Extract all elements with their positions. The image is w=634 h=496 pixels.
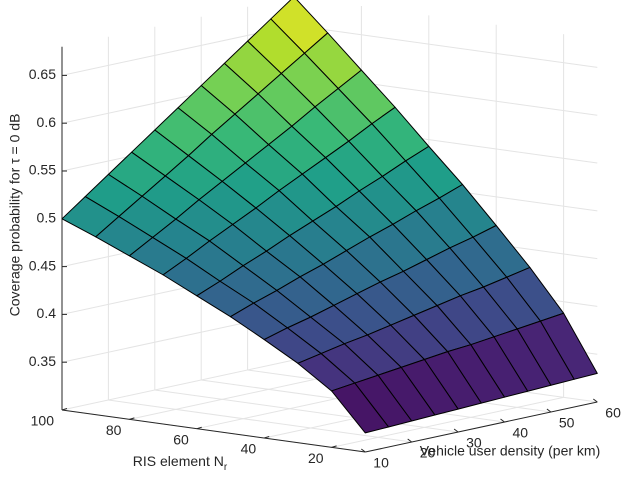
z-tick-label: 0.5 xyxy=(37,210,57,226)
x-tick xyxy=(360,448,366,453)
y-axis-label: RIS element Nr xyxy=(133,453,228,473)
z-axis-label: Coverage probability for τ = 0 dB xyxy=(7,114,23,317)
y-tick xyxy=(129,417,135,420)
y-tick-label: 20 xyxy=(308,450,324,466)
z-tick-label: 0.65 xyxy=(29,66,56,82)
y-grid-line xyxy=(61,359,295,411)
z-grid-line xyxy=(293,24,598,68)
x-tick xyxy=(592,398,598,403)
x-tick-label: 20 xyxy=(420,445,436,461)
x-tick-label: 50 xyxy=(559,415,575,431)
y-tick-label: 100 xyxy=(31,413,55,429)
z-tick-label: 0.4 xyxy=(37,305,57,321)
y-tick xyxy=(196,426,202,430)
x-tick-label: 10 xyxy=(373,455,389,471)
x-grid-line xyxy=(108,399,412,443)
x-tick xyxy=(453,428,459,433)
y-tick xyxy=(264,436,270,439)
z-tick-label: 0.55 xyxy=(29,162,56,178)
z-tick-label: 0.45 xyxy=(29,257,56,273)
y-grid-line xyxy=(331,396,564,448)
x-tick-label: 30 xyxy=(466,435,482,451)
y-tick xyxy=(331,445,337,448)
x-axis-label: Vehicle user density (per km) xyxy=(420,443,601,459)
y-axis-label-subscript: r xyxy=(224,462,228,473)
surface-patch xyxy=(331,382,389,434)
z-tick-label: 0.6 xyxy=(37,114,57,130)
y-axis-label-text: RIS element N xyxy=(133,453,224,469)
x-tick xyxy=(500,418,505,423)
y-tick-label: 80 xyxy=(106,422,122,438)
y-tick-label: 60 xyxy=(173,431,189,447)
x-axis xyxy=(365,401,598,453)
x-grid-line xyxy=(154,389,459,433)
y-tick xyxy=(61,408,68,411)
x-tick xyxy=(546,408,552,413)
surface xyxy=(61,0,598,434)
y-tick-label: 40 xyxy=(241,441,257,457)
x-tick-label: 40 xyxy=(513,425,529,441)
x-tick-label: 60 xyxy=(605,405,621,421)
z-tick-label: 0.35 xyxy=(29,353,56,369)
x-tick xyxy=(407,438,413,443)
y-axis xyxy=(61,409,366,453)
